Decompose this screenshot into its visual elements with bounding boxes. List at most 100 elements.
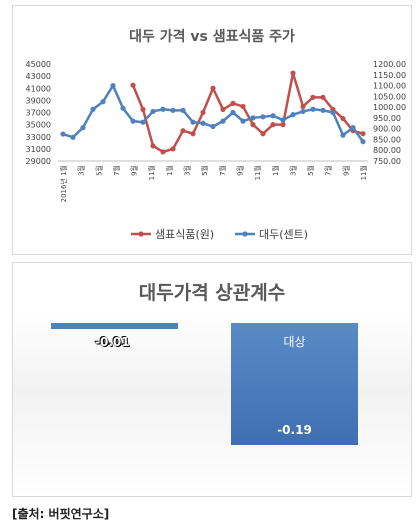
right-axis-tick-label: 850.00 <box>373 135 401 144</box>
series-point-1 <box>350 124 356 131</box>
right-axis-tick-label: 1200.00 <box>373 60 406 69</box>
series-point-1 <box>230 109 236 116</box>
series-point-0 <box>300 103 306 110</box>
legend-label-0: 샘표식품(원) <box>155 228 214 241</box>
legend-marker-1 <box>242 231 248 237</box>
series-point-1 <box>120 105 126 111</box>
series-point-1 <box>160 106 166 112</box>
x-axis-tick-label: 3월 <box>77 165 86 176</box>
series-point-0 <box>260 131 266 137</box>
left-axis-tick-label: 35000 <box>26 121 51 130</box>
legend-marker-0 <box>138 231 144 237</box>
correlation-chart-title: 대두가격 상관계수 <box>138 282 286 304</box>
bar-data-label: -0.01 <box>95 335 130 349</box>
left-axis-tick-label: 41000 <box>26 84 51 93</box>
series-point-1 <box>80 124 86 131</box>
price-chart: 29000 31000 33000 35000 37000 39000 41000 43000… <box>26 60 407 241</box>
series-point-1 <box>360 139 366 145</box>
series-line-1 <box>62 84 365 143</box>
series-point-0 <box>320 94 326 100</box>
series-point-1 <box>140 119 146 125</box>
series-point-0 <box>210 85 216 91</box>
legend-label-1: 대두(센트) <box>259 228 308 241</box>
series-point-1 <box>70 134 76 140</box>
series-point-0 <box>200 109 206 116</box>
correlation-chart-panel: 대두가격 상관계수 -0.01 대상 -0.19 <box>12 262 412 497</box>
right-axis-tick-label: 1000.00 <box>373 103 406 112</box>
price-chart-title: 대두 가격 vs 샘표식품 주가 <box>129 29 295 45</box>
x-axis-tick-label: 9월 <box>130 165 139 176</box>
left-axis-tick-label: 31000 <box>26 145 51 154</box>
series-point-0 <box>140 106 146 113</box>
series-point-0 <box>180 128 186 134</box>
bar-category-label: 대상 <box>283 335 306 349</box>
x-axis-tick-label: 7월 <box>218 165 227 176</box>
series-point-0 <box>280 122 286 128</box>
series-point-1 <box>260 114 266 120</box>
right-axis-tick-label: 900.00 <box>373 125 401 134</box>
x-axis-tick-label: 2016년 1월 <box>59 165 68 202</box>
correlation-bar-0 <box>51 323 178 330</box>
bar-data-label: -0.19 <box>277 422 312 437</box>
series-point-0 <box>170 146 176 152</box>
left-axis-tick-label: 29000 <box>26 157 51 166</box>
price-chart-panel: 대두 가격 vs 샘표식품 주가 29000 31000 33000 35000 370… <box>12 5 412 255</box>
x-axis-tick-label: 11월 <box>359 165 368 180</box>
series-point-0 <box>160 149 166 155</box>
series-point-1 <box>250 115 256 121</box>
x-axis-tick-label: 1월 <box>271 165 280 176</box>
left-axis-tick-label: 37000 <box>26 109 51 118</box>
series-point-0 <box>270 122 276 128</box>
x-axis-tick-label: 11월 <box>147 165 156 180</box>
series-point-1 <box>190 119 196 125</box>
left-axis-tick-label: 43000 <box>26 72 51 81</box>
right-axis-tick-label: 1150.00 <box>373 71 406 80</box>
series-point-0 <box>130 82 136 88</box>
series-point-0 <box>150 143 156 149</box>
series-point-1 <box>220 118 226 124</box>
x-axis-tick-label: 5월 <box>94 165 103 176</box>
left-axis-tick-label: 33000 <box>26 133 51 142</box>
series-point-0 <box>340 115 346 122</box>
series-point-0 <box>230 100 236 107</box>
series-point-1 <box>280 117 286 123</box>
x-axis-tick-label: 11월 <box>253 165 262 180</box>
series-point-0 <box>250 122 256 128</box>
series-point-1 <box>60 131 66 137</box>
series-point-0 <box>310 94 316 100</box>
series-point-1 <box>110 82 116 89</box>
series-point-1 <box>180 107 186 113</box>
right-axis-tick-label: 1050.00 <box>373 92 406 101</box>
series-point-1 <box>90 106 96 112</box>
source-note: [출처: 버핏연구소] <box>12 507 110 521</box>
right-axis-tick-label: 950.00 <box>373 114 401 123</box>
series-point-1 <box>270 113 276 119</box>
series-point-1 <box>310 106 316 112</box>
series-point-0 <box>240 103 246 110</box>
right-axis-tick-label: 750.00 <box>373 157 401 166</box>
correlation-chart: -0.01 대상 -0.19 <box>13 263 411 496</box>
series-point-0 <box>290 70 296 76</box>
x-axis-tick-label: 5월 <box>306 165 315 176</box>
series-point-1 <box>320 107 326 113</box>
x-axis-tick-label: 7월 <box>112 165 121 176</box>
series-point-1 <box>170 107 176 113</box>
x-axis-tick-label: 1월 <box>165 165 174 176</box>
x-axis-tick-label: 3월 <box>288 165 297 176</box>
left-axis-tick-label: 39000 <box>26 96 51 105</box>
series-point-0 <box>360 131 366 137</box>
series-point-1 <box>340 132 346 138</box>
series-point-1 <box>330 109 336 116</box>
series-point-1 <box>200 120 206 126</box>
series-point-1 <box>240 118 246 124</box>
series-point-1 <box>300 108 306 115</box>
x-axis-tick-label: 7월 <box>324 165 333 176</box>
x-axis-tick-label: 3월 <box>183 165 192 176</box>
x-axis-tick-label: 5월 <box>200 165 209 176</box>
x-axis-tick-label: 9월 <box>341 165 350 176</box>
correlation-bar-1: 대상 <box>231 323 358 445</box>
right-axis-tick-label: 1100.00 <box>373 82 406 91</box>
series-point-0 <box>220 106 226 113</box>
series-point-1 <box>290 112 296 118</box>
x-axis-tick-label: 9월 <box>235 165 244 176</box>
